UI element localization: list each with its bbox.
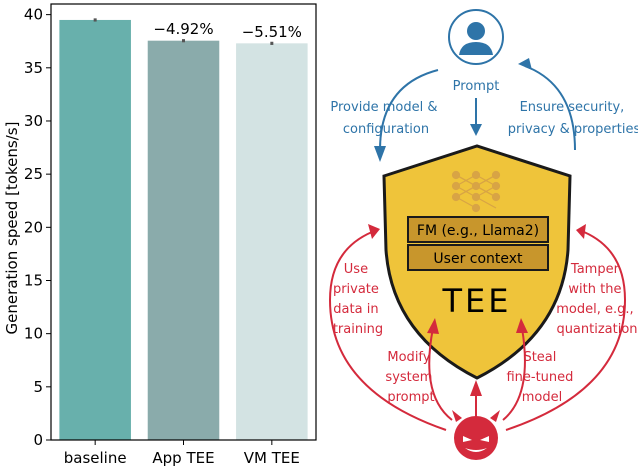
tee-diagram: Prompt Provide model & configuration Ens… <box>328 9 638 460</box>
use-label: Use private data in training <box>333 262 383 337</box>
bar-annotation-2: −5.51% <box>242 23 302 41</box>
user-icon <box>448 9 504 65</box>
error-bars-group <box>93 18 274 45</box>
bar-0 <box>59 19 131 440</box>
tamper-arrow <box>505 231 627 431</box>
provide-arrow <box>379 69 439 151</box>
use-arrow <box>328 231 447 431</box>
steal-label-line-3: model <box>522 390 562 405</box>
bar-2 <box>236 43 308 440</box>
provide-label-line-1: Provide model & <box>330 100 437 115</box>
x-tick-label-2: VM TEE <box>244 449 300 467</box>
steal-out-arrow <box>502 327 526 421</box>
prompt-label: Prompt <box>453 79 500 94</box>
tamper-label-line-1: Tamper <box>570 262 620 277</box>
provide-label: Provide model & configuration <box>330 100 441 137</box>
y-tick-label-6: 30 <box>24 112 43 130</box>
y-tick-label-0: 0 <box>33 431 43 449</box>
y-tick-label-2: 10 <box>24 325 43 343</box>
use-label-line-2: private <box>333 282 379 297</box>
ensure-arrow <box>524 65 576 151</box>
steal-label: Steal fine-tuned model <box>506 350 577 405</box>
y-axis-label: Generation speed [tokens/s] <box>3 122 21 335</box>
tamper-label-line-3: model, e.g., <box>556 302 633 317</box>
ensure-label-line-1: Ensure security, <box>520 100 625 115</box>
y-tick-label-7: 35 <box>24 59 43 77</box>
provide-label-line-2: configuration <box>343 122 429 137</box>
tee-label: TEE <box>442 282 512 320</box>
blue-arrows <box>374 58 576 162</box>
steal-label-line-1: Steal <box>523 350 556 365</box>
modify-label-line-1: Modify <box>387 350 430 365</box>
tamper-label: Tamper with the model, e.g., quantizatio… <box>556 262 638 337</box>
context-box <box>407 244 549 271</box>
modify-label-line-2: system <box>385 370 432 385</box>
bar-1 <box>147 40 220 440</box>
steal-label-line-2: fine-tuned <box>506 370 573 385</box>
y-tick-label-3: 15 <box>24 271 43 289</box>
x-axis: baseline App TEE VM TEE <box>64 440 300 467</box>
use-label-line-4: training <box>333 322 383 337</box>
y-tick-label-1: 5 <box>33 378 43 396</box>
fm-label: FM (e.g., Llama2) <box>417 223 539 239</box>
context-label: User context <box>433 251 523 267</box>
use-label-line-1: Use <box>344 262 368 277</box>
modify-label: Modify system prompt <box>385 350 436 405</box>
tamper-label-line-4: quantization <box>556 322 637 337</box>
fm-box <box>407 216 549 243</box>
x-tick-label-1: App TEE <box>152 449 214 467</box>
use-label-line-3: data in <box>333 302 378 317</box>
modify-label-line-3: prompt <box>387 390 434 405</box>
y-axis: 0 5 10 15 20 25 30 35 40 <box>24 3 317 449</box>
y-tick-label-8: 40 <box>24 6 43 24</box>
bars-group <box>59 19 308 440</box>
y-tick-label-5: 25 <box>24 165 43 183</box>
x-tick-label-0: baseline <box>64 449 127 467</box>
tamper-label-line-2: with the <box>568 282 621 297</box>
y-tick-label-4: 20 <box>24 218 43 236</box>
annotations-group: −4.92% −5.51% <box>153 20 302 41</box>
neural-network-icon <box>451 170 501 213</box>
modify-arrow <box>428 327 453 421</box>
bar-chart: −4.92% −5.51% 0 5 10 15 20 25 30 35 40 baseline Ap… <box>3 3 317 467</box>
red-arrows <box>328 224 627 431</box>
devil-icon <box>452 410 500 460</box>
bar-annotation-1: −4.92% <box>153 20 213 38</box>
